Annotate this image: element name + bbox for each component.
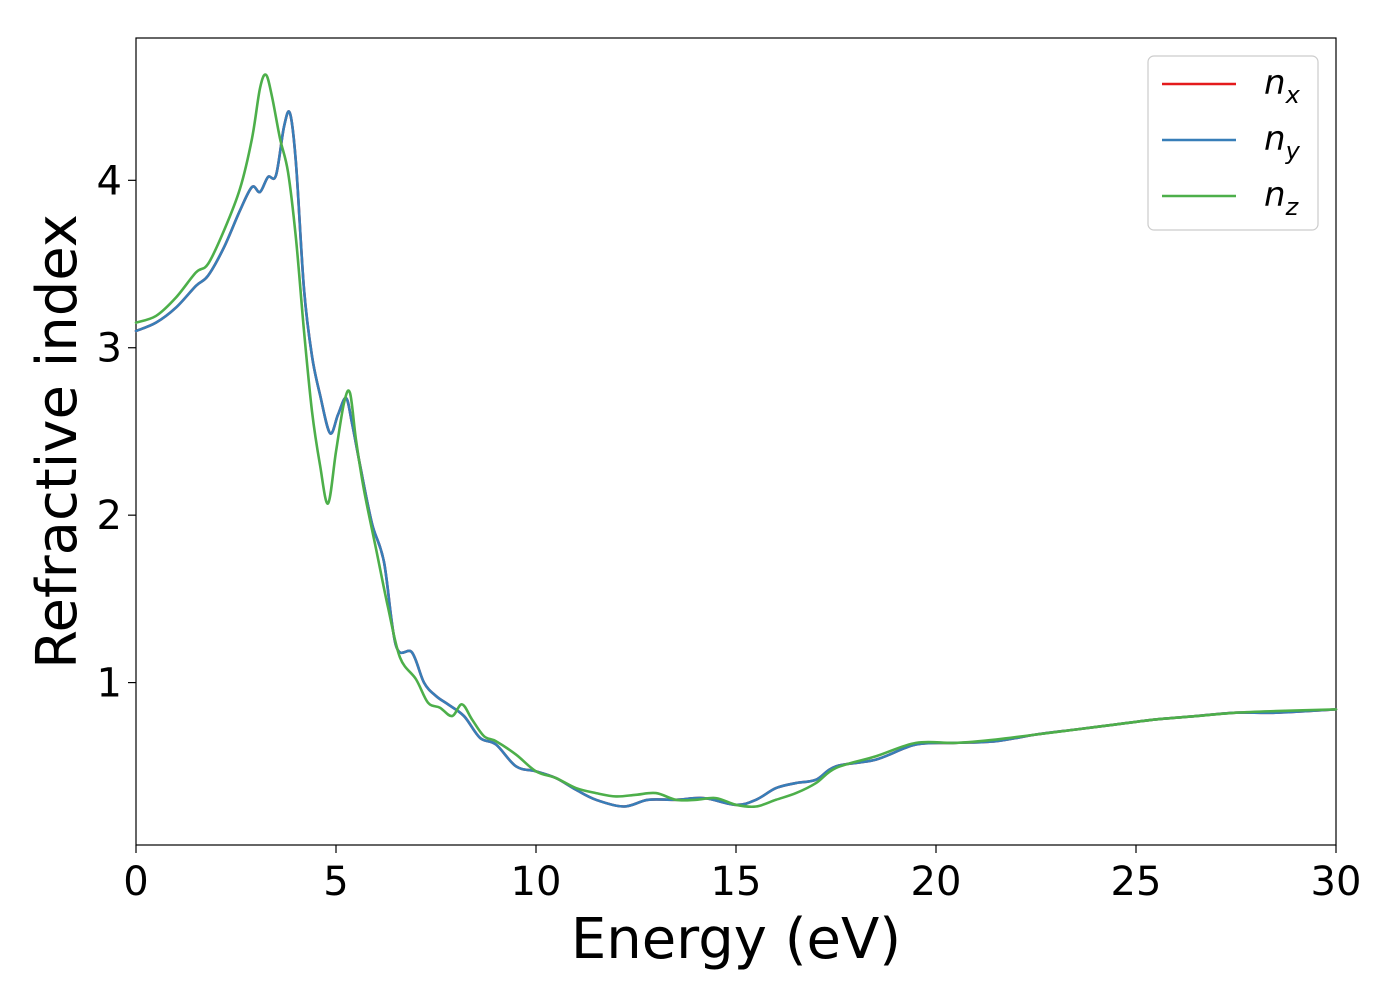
series-line-y (134, 110, 1338, 808)
legend-label-z: nz (1264, 175, 1300, 221)
y-tick-label: 4 (97, 158, 122, 204)
legend-box (1147, 55, 1319, 231)
plot-frame (135, 37, 1337, 846)
series-layer (134, 73, 1338, 809)
y-axis-ticks: 1 2 3 4 (97, 158, 136, 707)
x-tick-label: 30 (1311, 859, 1362, 905)
plot-area (134, 37, 1338, 846)
x-tick-label: 25 (1111, 859, 1162, 905)
legend-label-y: ny (1264, 119, 1301, 165)
legend-label-x: nx (1264, 63, 1301, 109)
y-tick-label: 2 (97, 493, 122, 539)
y-tick-label: 1 (97, 661, 122, 707)
x-tick-label: 15 (711, 859, 762, 905)
x-axis-title: Energy (eV) (571, 907, 901, 972)
y-axis-title: Refractive index (25, 214, 90, 669)
legend-items: nx ny nz (1162, 63, 1301, 221)
legend: nx ny nz (1147, 55, 1319, 231)
x-tick-label: 10 (511, 859, 562, 905)
x-axis-ticks: 0 5 10 15 20 25 30 (123, 845, 1361, 905)
x-tick-label: 20 (911, 859, 962, 905)
x-tick-label: 0 (123, 859, 148, 905)
x-tick-label: 5 (323, 859, 348, 905)
y-tick-label: 3 (97, 326, 122, 372)
series-line-z (134, 73, 1338, 809)
